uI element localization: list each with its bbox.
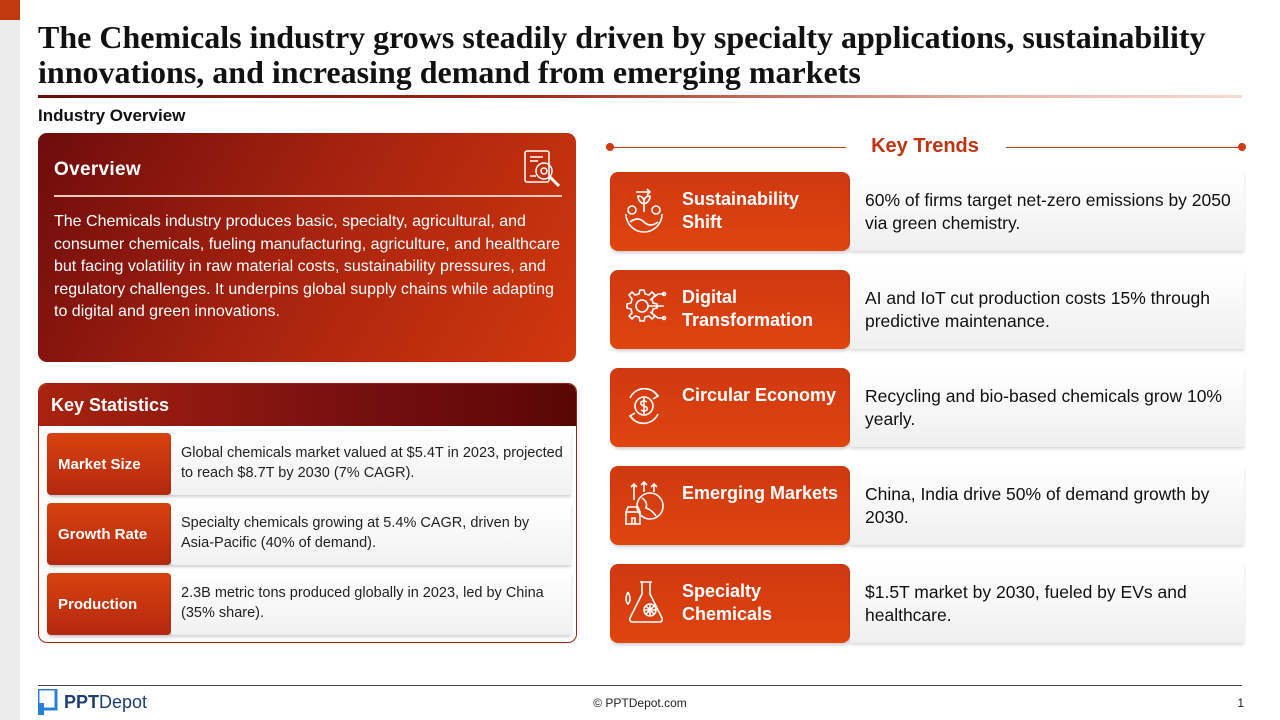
left-stripe bbox=[0, 0, 20, 720]
trends-rule-right-dot bbox=[1238, 143, 1246, 151]
logo-wordmark: PPTDepot bbox=[64, 691, 148, 712]
section-label: Industry Overview bbox=[38, 106, 186, 125]
trend-name: Specialty Chemicals bbox=[682, 581, 773, 624]
market-globe-icon bbox=[625, 480, 664, 525]
trend-name: Circular Economy bbox=[682, 385, 837, 405]
earth-growth-icon bbox=[625, 188, 663, 233]
stat-row-growth-rate: Growth Rate Specialty chemicals growing … bbox=[47, 503, 571, 565]
trend-tile: Sustainability Shift bbox=[610, 172, 850, 251]
gear-circuit-icon bbox=[626, 289, 667, 322]
trends-rule-left-dot bbox=[606, 143, 614, 151]
stat-label: Production bbox=[47, 573, 171, 635]
stat-row-production: Production 2.3B metric tons produced glo… bbox=[47, 573, 571, 635]
trend-name: Digital Transformation bbox=[682, 287, 814, 330]
stat-value: Specialty chemicals growing at 5.4% CAGR… bbox=[171, 503, 571, 565]
corner-accent bbox=[0, 0, 20, 20]
circular-dollar-icon bbox=[628, 387, 660, 425]
overview-divider bbox=[54, 195, 562, 197]
trend-tile: Specialty Chemicals bbox=[610, 564, 850, 643]
trend-name: Sustainability Shift bbox=[682, 189, 800, 232]
key-statistics-heading: Key Statistics bbox=[39, 384, 576, 426]
trend-specialty-chemicals: Specialty Chemicals $1.5T market by 2030… bbox=[610, 564, 1244, 643]
overview-card: Overview The Chemicals industry produces… bbox=[38, 133, 576, 362]
overview-heading: Overview bbox=[54, 159, 141, 180]
trend-description: $1.5T market by 2030, fueled by EVs and … bbox=[850, 564, 1244, 643]
trend-description: Recycling and bio-based chemicals grow 1… bbox=[850, 368, 1244, 447]
stat-value: Global chemicals market valued at $5.4T … bbox=[171, 433, 571, 495]
copyright-text: © PPTDepot.com bbox=[593, 696, 687, 710]
trend-name: Emerging Markets bbox=[682, 483, 839, 503]
trends-rule-right bbox=[1006, 147, 1238, 148]
trends-rule-left bbox=[612, 147, 846, 148]
stat-row-market-size: Market Size Global chemicals market valu… bbox=[47, 433, 571, 495]
trend-description: 60% of firms target net-zero emissions b… bbox=[850, 172, 1244, 251]
trend-tile: Circular Economy bbox=[610, 368, 850, 447]
pptdepot-logo: PPTDepot bbox=[38, 689, 147, 715]
trend-emerging-markets: Emerging Markets China, India drive 50% … bbox=[610, 466, 1244, 545]
trend-circular-economy: Circular Economy Recycling and bio-based… bbox=[610, 368, 1244, 447]
flask-icon bbox=[625, 581, 663, 623]
stat-value: 2.3B metric tons produced globally in 20… bbox=[171, 573, 571, 635]
trend-digital-transformation: Digital Transformation AI and IoT cut pr… bbox=[610, 270, 1244, 349]
pptdepot-logo-icon bbox=[38, 689, 58, 715]
page-number: 1 bbox=[1237, 696, 1244, 710]
stat-label: Growth Rate bbox=[47, 503, 171, 565]
title-underline bbox=[38, 95, 1242, 98]
trend-sustainability-shift: Sustainability Shift 60% of firms target… bbox=[610, 172, 1244, 251]
key-statistics-panel: Key Statistics Market Size Global chemic… bbox=[38, 383, 577, 643]
trend-tile: Digital Transformation bbox=[610, 270, 850, 349]
overview-text: The Chemicals industry produces basic, s… bbox=[54, 213, 561, 320]
trend-description: AI and IoT cut production costs 15% thro… bbox=[850, 270, 1244, 349]
key-trends-heading: Key Trends bbox=[871, 135, 979, 157]
magnifier-document-icon bbox=[524, 150, 561, 188]
stat-label: Market Size bbox=[47, 433, 171, 495]
footer-divider bbox=[38, 685, 1242, 686]
trend-description: China, India drive 50% of demand growth … bbox=[850, 466, 1244, 545]
trend-tile: Emerging Markets bbox=[610, 466, 850, 545]
slide-title: The Chemicals industry grows steadily dr… bbox=[38, 19, 1206, 90]
